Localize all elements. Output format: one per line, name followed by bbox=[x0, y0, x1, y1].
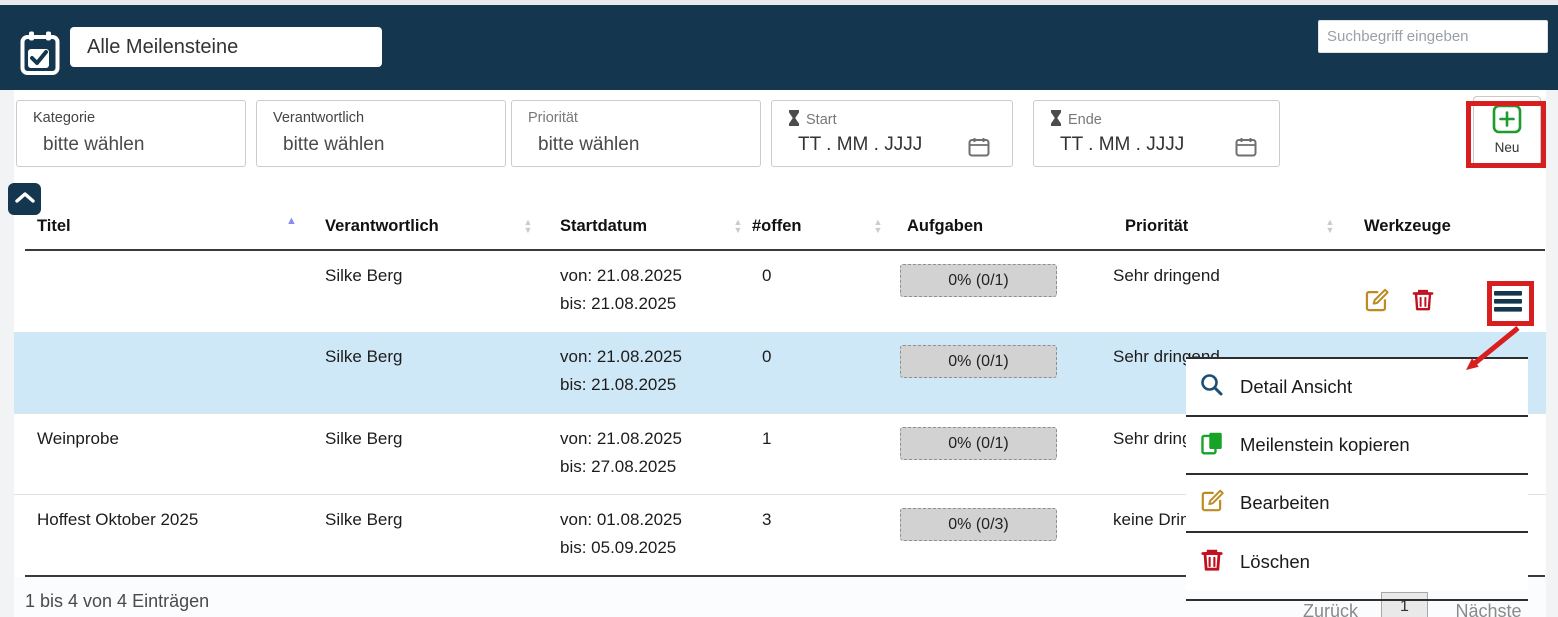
new-button-label: Neu bbox=[1494, 140, 1520, 155]
row-context-menu: Detail Ansicht Meilenstein kopieren Bear… bbox=[1186, 357, 1528, 591]
edit-icon bbox=[1199, 488, 1225, 519]
copy-icon bbox=[1199, 430, 1225, 461]
column-header-offen[interactable]: #offen bbox=[752, 217, 802, 235]
hourglass-icon bbox=[1050, 110, 1062, 130]
sort-icon[interactable]: ▲ ▼ bbox=[523, 217, 533, 235]
entries-summary: 1 bis 4 von 4 Einträgen bbox=[25, 591, 210, 611]
calendar-icon[interactable] bbox=[968, 137, 990, 162]
cell-offen: 1 bbox=[762, 429, 772, 448]
menu-item-bearbeiten[interactable]: Bearbeiten bbox=[1186, 475, 1528, 533]
cell-titel: Weinprobe bbox=[37, 429, 119, 448]
filter-ende-value: TT . MM . JJJJ bbox=[1060, 134, 1185, 155]
trash-icon[interactable] bbox=[1410, 287, 1436, 318]
filter-kategorie-value: bitte wählen bbox=[43, 134, 145, 155]
cell-offen: 0 bbox=[762, 347, 772, 366]
hourglass-icon bbox=[788, 110, 800, 130]
filter-verantwortlich-value: bitte wählen bbox=[283, 134, 385, 155]
cell-startdatum: von: 21.08.2025 bis: 21.08.2025 bbox=[560, 266, 682, 313]
filter-prioritaet-label: Priorität bbox=[528, 110, 578, 126]
table-header: Titel ▲ Verantwortlich ▲ ▼ Startdatum ▲ ▼ … bbox=[14, 205, 1546, 251]
column-header-aufgaben: Aufgaben bbox=[907, 217, 984, 235]
filter-start-label: Start bbox=[806, 112, 837, 128]
menu-item-loeschen[interactable]: Löschen bbox=[1186, 533, 1528, 591]
cell-startdatum: von: 21.08.2025 bis: 21.08.2025 bbox=[560, 347, 682, 394]
table-row[interactable]: Silke Berg von: 21.08.2025 bis: 21.08.202… bbox=[14, 251, 1546, 332]
view-selector[interactable]: Alle Meilensteine bbox=[70, 27, 382, 67]
filter-verantwortlich[interactable]: Verantwortlich bitte wählen bbox=[256, 100, 506, 167]
table-header-divider bbox=[25, 249, 1545, 251]
column-header-prioritaet[interactable]: Priorität bbox=[1125, 217, 1189, 235]
row-menu-icon[interactable] bbox=[1494, 289, 1522, 318]
cell-titel: Hoffest Oktober 2025 bbox=[37, 510, 199, 529]
calendar-check-icon bbox=[20, 31, 60, 82]
column-header-titel[interactable]: Titel bbox=[37, 217, 71, 235]
calendar-icon[interactable] bbox=[1235, 137, 1257, 162]
cell-verantwortlich: Silke Berg bbox=[325, 347, 403, 366]
filter-prioritaet[interactable]: Priorität bitte wählen bbox=[511, 100, 761, 167]
cell-verantwortlich: Silke Berg bbox=[325, 266, 403, 285]
chevron-up-icon bbox=[14, 190, 35, 208]
column-header-verantwortlich[interactable]: Verantwortlich bbox=[325, 217, 439, 235]
progress-pill: 0% (0/3) bbox=[900, 508, 1057, 541]
filter-start-value: TT . MM . JJJJ bbox=[798, 134, 923, 155]
annotation-box-row-menu bbox=[1487, 281, 1534, 326]
sort-icon[interactable]: ▲ ▼ bbox=[1325, 217, 1335, 235]
cell-verantwortlich: Silke Berg bbox=[325, 429, 403, 448]
sort-asc-icon[interactable]: ▲ bbox=[286, 215, 297, 227]
filter-kategorie[interactable]: Kategorie bitte wählen bbox=[16, 100, 246, 167]
filter-prioritaet-value: bitte wählen bbox=[538, 134, 640, 155]
topbar: Alle Meilensteine bbox=[0, 5, 1558, 90]
collapse-filters-button[interactable] bbox=[8, 183, 41, 215]
column-header-werkzeuge: Werkzeuge bbox=[1364, 217, 1451, 235]
top-strip bbox=[0, 0, 1558, 5]
new-milestone-button[interactable]: Neu bbox=[1473, 96, 1541, 168]
magnifier-icon bbox=[1199, 372, 1225, 403]
filter-ende-label: Ende bbox=[1068, 112, 1102, 128]
search-input[interactable] bbox=[1318, 20, 1548, 53]
filter-verantwortlich-label: Verantwortlich bbox=[273, 110, 365, 126]
filter-start-date[interactable]: Start TT . MM . JJJJ bbox=[771, 100, 1013, 167]
view-selector-label: Alle Meilensteine bbox=[87, 36, 239, 58]
menu-bottom-border bbox=[1186, 599, 1528, 601]
filter-ende-date[interactable]: Ende TT . MM . JJJJ bbox=[1033, 100, 1280, 167]
edit-icon[interactable] bbox=[1363, 287, 1390, 319]
cell-startdatum: von: 01.08.2025 bis: 05.09.2025 bbox=[560, 510, 682, 557]
sort-icon[interactable]: ▲ ▼ bbox=[733, 217, 743, 235]
cell-offen: 0 bbox=[762, 266, 772, 285]
filter-kategorie-label: Kategorie bbox=[33, 110, 96, 126]
trash-icon bbox=[1199, 547, 1225, 578]
menu-item-meilenstein-kopieren[interactable]: Meilenstein kopieren bbox=[1186, 417, 1528, 475]
cell-prioritaet: Sehr dringend bbox=[1113, 266, 1220, 285]
progress-pill: 0% (0/1) bbox=[900, 427, 1057, 460]
cell-offen: 3 bbox=[762, 510, 772, 529]
pagination-next-button[interactable]: Nächste bbox=[1455, 601, 1522, 617]
menu-item-detail-ansicht[interactable]: Detail Ansicht bbox=[1186, 359, 1528, 417]
cell-startdatum: von: 21.08.2025 bis: 27.08.2025 bbox=[560, 429, 682, 476]
sort-icon[interactable]: ▲ ▼ bbox=[873, 217, 883, 235]
pagination-prev-button[interactable]: Zurück bbox=[1302, 601, 1358, 617]
plus-square-icon bbox=[1474, 104, 1540, 139]
column-header-startdatum[interactable]: Startdatum bbox=[560, 217, 648, 235]
progress-pill: 0% (0/1) bbox=[900, 264, 1057, 297]
annotation-box-neu bbox=[1466, 101, 1546, 168]
progress-pill: 0% (0/1) bbox=[900, 345, 1057, 378]
table-bottom-divider bbox=[25, 575, 1545, 577]
pagination-current-page[interactable]: 1 bbox=[1381, 592, 1428, 617]
cell-verantwortlich: Silke Berg bbox=[325, 510, 403, 529]
